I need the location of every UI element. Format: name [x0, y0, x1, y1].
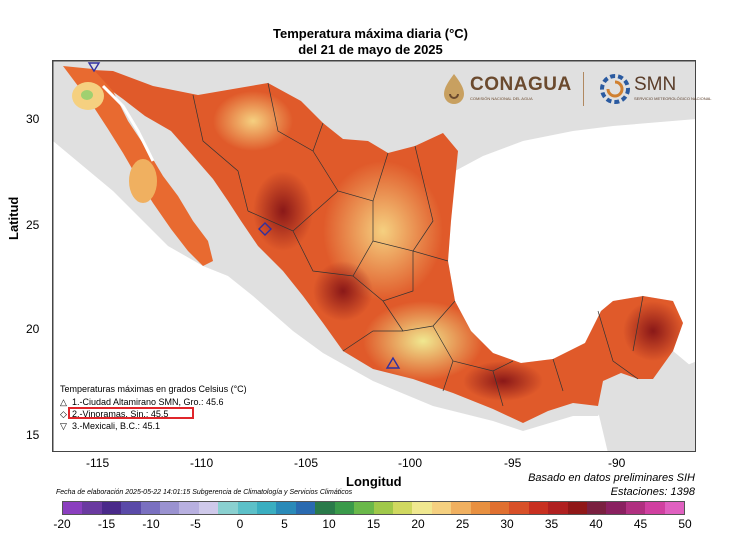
colorbar-segment	[121, 502, 141, 514]
legend-item-2: 2.-Vinoramas, Sin.: 45.5	[72, 409, 169, 419]
colorbar-tick-label: 0	[236, 517, 244, 531]
colorbar-segment	[412, 502, 432, 514]
colorbar-tick-label: 45	[633, 517, 648, 531]
legend-title: Temperaturas máximas en grados Celsius (…	[60, 384, 247, 394]
y-tick-30: 30	[26, 112, 40, 126]
data-source: Basado en datos preliminares SIH	[528, 472, 695, 484]
map-subtitle: del 21 de mayo de 2025	[298, 42, 443, 57]
smn-emblem-icon	[600, 74, 630, 104]
baja-cold-spot	[81, 90, 93, 100]
colorbar-segment	[431, 502, 452, 514]
legend-marker-3: ▽	[60, 421, 67, 431]
gulf-of-mexico	[448, 119, 695, 370]
colorbar-segment	[451, 502, 471, 514]
x-axis-label: Longitud	[346, 474, 402, 489]
y-tick-20: 20	[26, 322, 40, 336]
colorbar-segment	[586, 502, 607, 514]
gulf-of-california	[101, 84, 155, 162]
temperature-colorbar	[62, 501, 685, 515]
pacific-ocean	[53, 141, 695, 451]
logo-divider	[583, 72, 584, 106]
colorbar-segment	[625, 502, 646, 514]
colorbar-tick-label: 10	[322, 517, 336, 531]
colorbar-segment	[237, 502, 258, 514]
colorbar-segment	[548, 502, 568, 514]
colorbar-tick-label: 40	[589, 517, 603, 531]
colorbar-segment	[489, 502, 510, 514]
colorbar-segment	[528, 502, 549, 514]
temperature-field	[213, 91, 683, 401]
x-tick-minus90: -90	[608, 456, 626, 470]
highlight-box	[68, 407, 194, 419]
colorbar-segment	[101, 502, 122, 514]
map-area	[52, 60, 696, 452]
smn-logo: SMN	[634, 74, 677, 95]
legend-marker-2: ◇	[60, 409, 67, 419]
x-tick-minus100: -100	[398, 456, 423, 470]
legend-marker-1: △	[60, 397, 67, 407]
colorbar-segment	[567, 502, 587, 514]
state-borders	[192, 82, 644, 407]
colorbar-tick-label: 35	[544, 517, 559, 531]
colorbar-segment	[354, 502, 374, 514]
elaboration-date: Fecha de elaboración 2025-05-22 14:01:15…	[56, 489, 353, 496]
colorbar-segment	[218, 502, 238, 514]
colorbar-segment	[373, 502, 393, 514]
colorbar-segment	[140, 502, 161, 514]
vinoramas-marker	[258, 222, 272, 236]
mexicali-marker	[87, 62, 101, 73]
legend-item-1: 1.-Ciudad Altamirano SMN, Gro.: 45.6	[72, 397, 224, 407]
colorbar-segment	[82, 502, 102, 514]
colorbar-tick-label: 50	[678, 517, 692, 531]
colorbar-segment	[198, 502, 219, 514]
colorbar-segment	[257, 502, 277, 514]
conagua-emblem-icon	[444, 74, 464, 104]
x-tick-minus105: -105	[294, 456, 319, 470]
smn-subtitle: SERVICIO METEOROLÓGICO NACIONAL	[634, 96, 712, 101]
colorbar-segment	[315, 502, 335, 514]
x-tick-minus115: -115	[86, 456, 110, 470]
colorbar-tick-label: -15	[97, 517, 116, 531]
colorbar-tick-label: -5	[190, 517, 201, 531]
ciudad-altamirano-marker	[385, 356, 401, 369]
baja-mid-zone	[129, 159, 157, 203]
colorbar-segment	[606, 502, 626, 514]
colorbar-segment	[509, 502, 529, 514]
colorbar-segment	[160, 502, 180, 514]
conagua-subtitle: COMISIÓN NACIONAL DEL AGUA	[470, 96, 533, 101]
station-markers	[87, 62, 401, 369]
y-tick-15: 15	[26, 428, 40, 442]
colorbar-tick-label: 30	[500, 517, 514, 531]
colorbar-segment	[295, 502, 316, 514]
colorbar-tick-label: 25	[455, 517, 470, 531]
colorbar-segment	[276, 502, 296, 514]
station-count: Estaciones: 1398	[610, 486, 695, 498]
x-tick-minus95: -95	[504, 456, 522, 470]
colorbar-segment	[664, 502, 684, 514]
colorbar-tick-label: 15	[366, 517, 381, 531]
colorbar-tick-label: -20	[53, 517, 71, 531]
conagua-logo: CONAGUA	[470, 74, 572, 95]
y-axis-label: Latitud	[6, 196, 21, 240]
x-tick-minus110: -110	[190, 456, 214, 470]
legend-item-3: 3.-Mexicali, B.C.: 45.1	[72, 421, 161, 431]
map-title: Temperatura máxima diaria (°C)	[273, 26, 468, 41]
colorbar-segment	[392, 502, 413, 514]
colorbar-tick-label: 20	[411, 517, 425, 531]
colorbar-segment	[334, 502, 355, 514]
colorbar-segment	[470, 502, 490, 514]
colorbar-tick-label: 5	[281, 517, 288, 531]
colorbar-segment	[63, 502, 83, 514]
mexico-temperature-map	[53, 61, 695, 451]
colorbar-tick-label: -10	[142, 517, 160, 531]
colorbar-segment	[645, 502, 665, 514]
colorbar-segment	[179, 502, 199, 514]
guatemala-land	[598, 361, 695, 451]
y-tick-25: 25	[26, 218, 40, 232]
